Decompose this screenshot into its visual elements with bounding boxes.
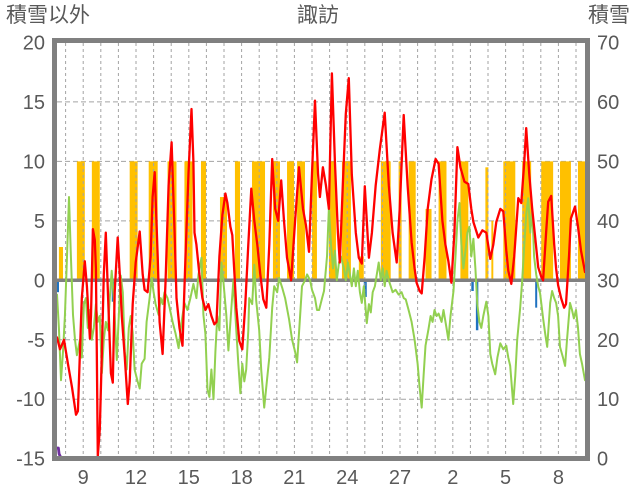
x-tick-label: 15 (178, 467, 200, 489)
x-gridlines (65, 43, 577, 456)
sunshine-bar (328, 161, 336, 281)
sunshine-bar (341, 161, 351, 281)
y-left-tick-label: 5 (34, 211, 45, 233)
sunshine-bar (58, 246, 63, 281)
x-tick-label: 21 (283, 467, 305, 489)
sunshine-bar (219, 197, 228, 281)
right-axis-title: 積雪 (588, 4, 630, 27)
y-right-tick-label: 20 (597, 330, 619, 352)
y-right-tick-label: 60 (597, 92, 619, 114)
red-series-line (57, 72, 585, 456)
precip-bar (363, 280, 367, 297)
y-left-tick-label: 10 (23, 151, 45, 173)
sunshine-bar (380, 161, 391, 281)
y-left-tick-label: -15 (16, 449, 45, 471)
sunshine-bar (272, 161, 280, 281)
sunshine-bar (425, 208, 432, 281)
y-right-tick-label: 40 (597, 211, 619, 233)
sunshine-bar (577, 161, 585, 281)
y-left-tick-label: -10 (16, 389, 45, 411)
snow-depth-line (57, 446, 63, 456)
sunshine-bar (485, 167, 489, 281)
sunshine-bar (91, 161, 100, 281)
sunshine-bar (76, 161, 85, 281)
sunshine-bar (503, 161, 516, 281)
y-left-tick-labels: 20 15 10 5 0 -5 -10 -15 (16, 32, 45, 470)
y-right-tick-label: 50 (597, 151, 619, 173)
sunshine-bar (167, 161, 177, 281)
y-left-tick-label: 20 (23, 32, 45, 54)
x-tick-label: 9 (78, 467, 89, 489)
chart-title: 諏訪 (297, 4, 339, 27)
precip-bar (535, 280, 538, 308)
sunshine-bar (200, 161, 207, 281)
y-left-tick-label: 15 (23, 92, 45, 114)
left-axis-title: 積雪以外 (6, 4, 90, 27)
sunshine-bar (460, 161, 469, 281)
x-tick-label: 5 (500, 467, 511, 489)
precip-bar (57, 280, 59, 293)
y-gridlines (57, 101, 585, 400)
x-tick-labels: 9 12 15 18 21 24 27 2 5 8 (78, 467, 564, 489)
sunshine-bar (129, 161, 138, 281)
x-tick-label: 18 (230, 467, 252, 489)
x-tick-label: 27 (389, 467, 411, 489)
y-left-tick-label: -5 (27, 330, 45, 352)
y-left-tick-label: 0 (34, 270, 45, 292)
sunshine-bar (297, 161, 305, 281)
sunshine-bar (408, 161, 416, 281)
sunshine-bar (148, 161, 158, 281)
sunshine-bar (358, 256, 364, 281)
sunshine-bar (560, 161, 571, 281)
y-right-tick-label: 10 (597, 389, 619, 411)
sunshine-bar (312, 161, 317, 281)
precip-bar (471, 280, 474, 292)
plot-border (52, 38, 590, 461)
sunshine-bar (252, 161, 266, 281)
green-series-line (57, 196, 585, 409)
sunshine-bar (184, 161, 193, 281)
sunshine-bar (234, 161, 241, 281)
x-tick-label: 8 (553, 467, 564, 489)
sunshine-bar (287, 161, 295, 281)
y-right-tick-label: 0 (597, 449, 608, 471)
x-tick-label: 24 (336, 467, 358, 489)
sunshine-bars (58, 161, 585, 281)
y-right-tick-labels: 70 60 50 40 30 20 10 0 (597, 32, 619, 470)
y-right-tick-label: 70 (597, 32, 619, 54)
y-right-tick-label: 30 (597, 270, 619, 292)
x-tick-label: 12 (125, 467, 147, 489)
x-tick-label: 2 (447, 467, 458, 489)
